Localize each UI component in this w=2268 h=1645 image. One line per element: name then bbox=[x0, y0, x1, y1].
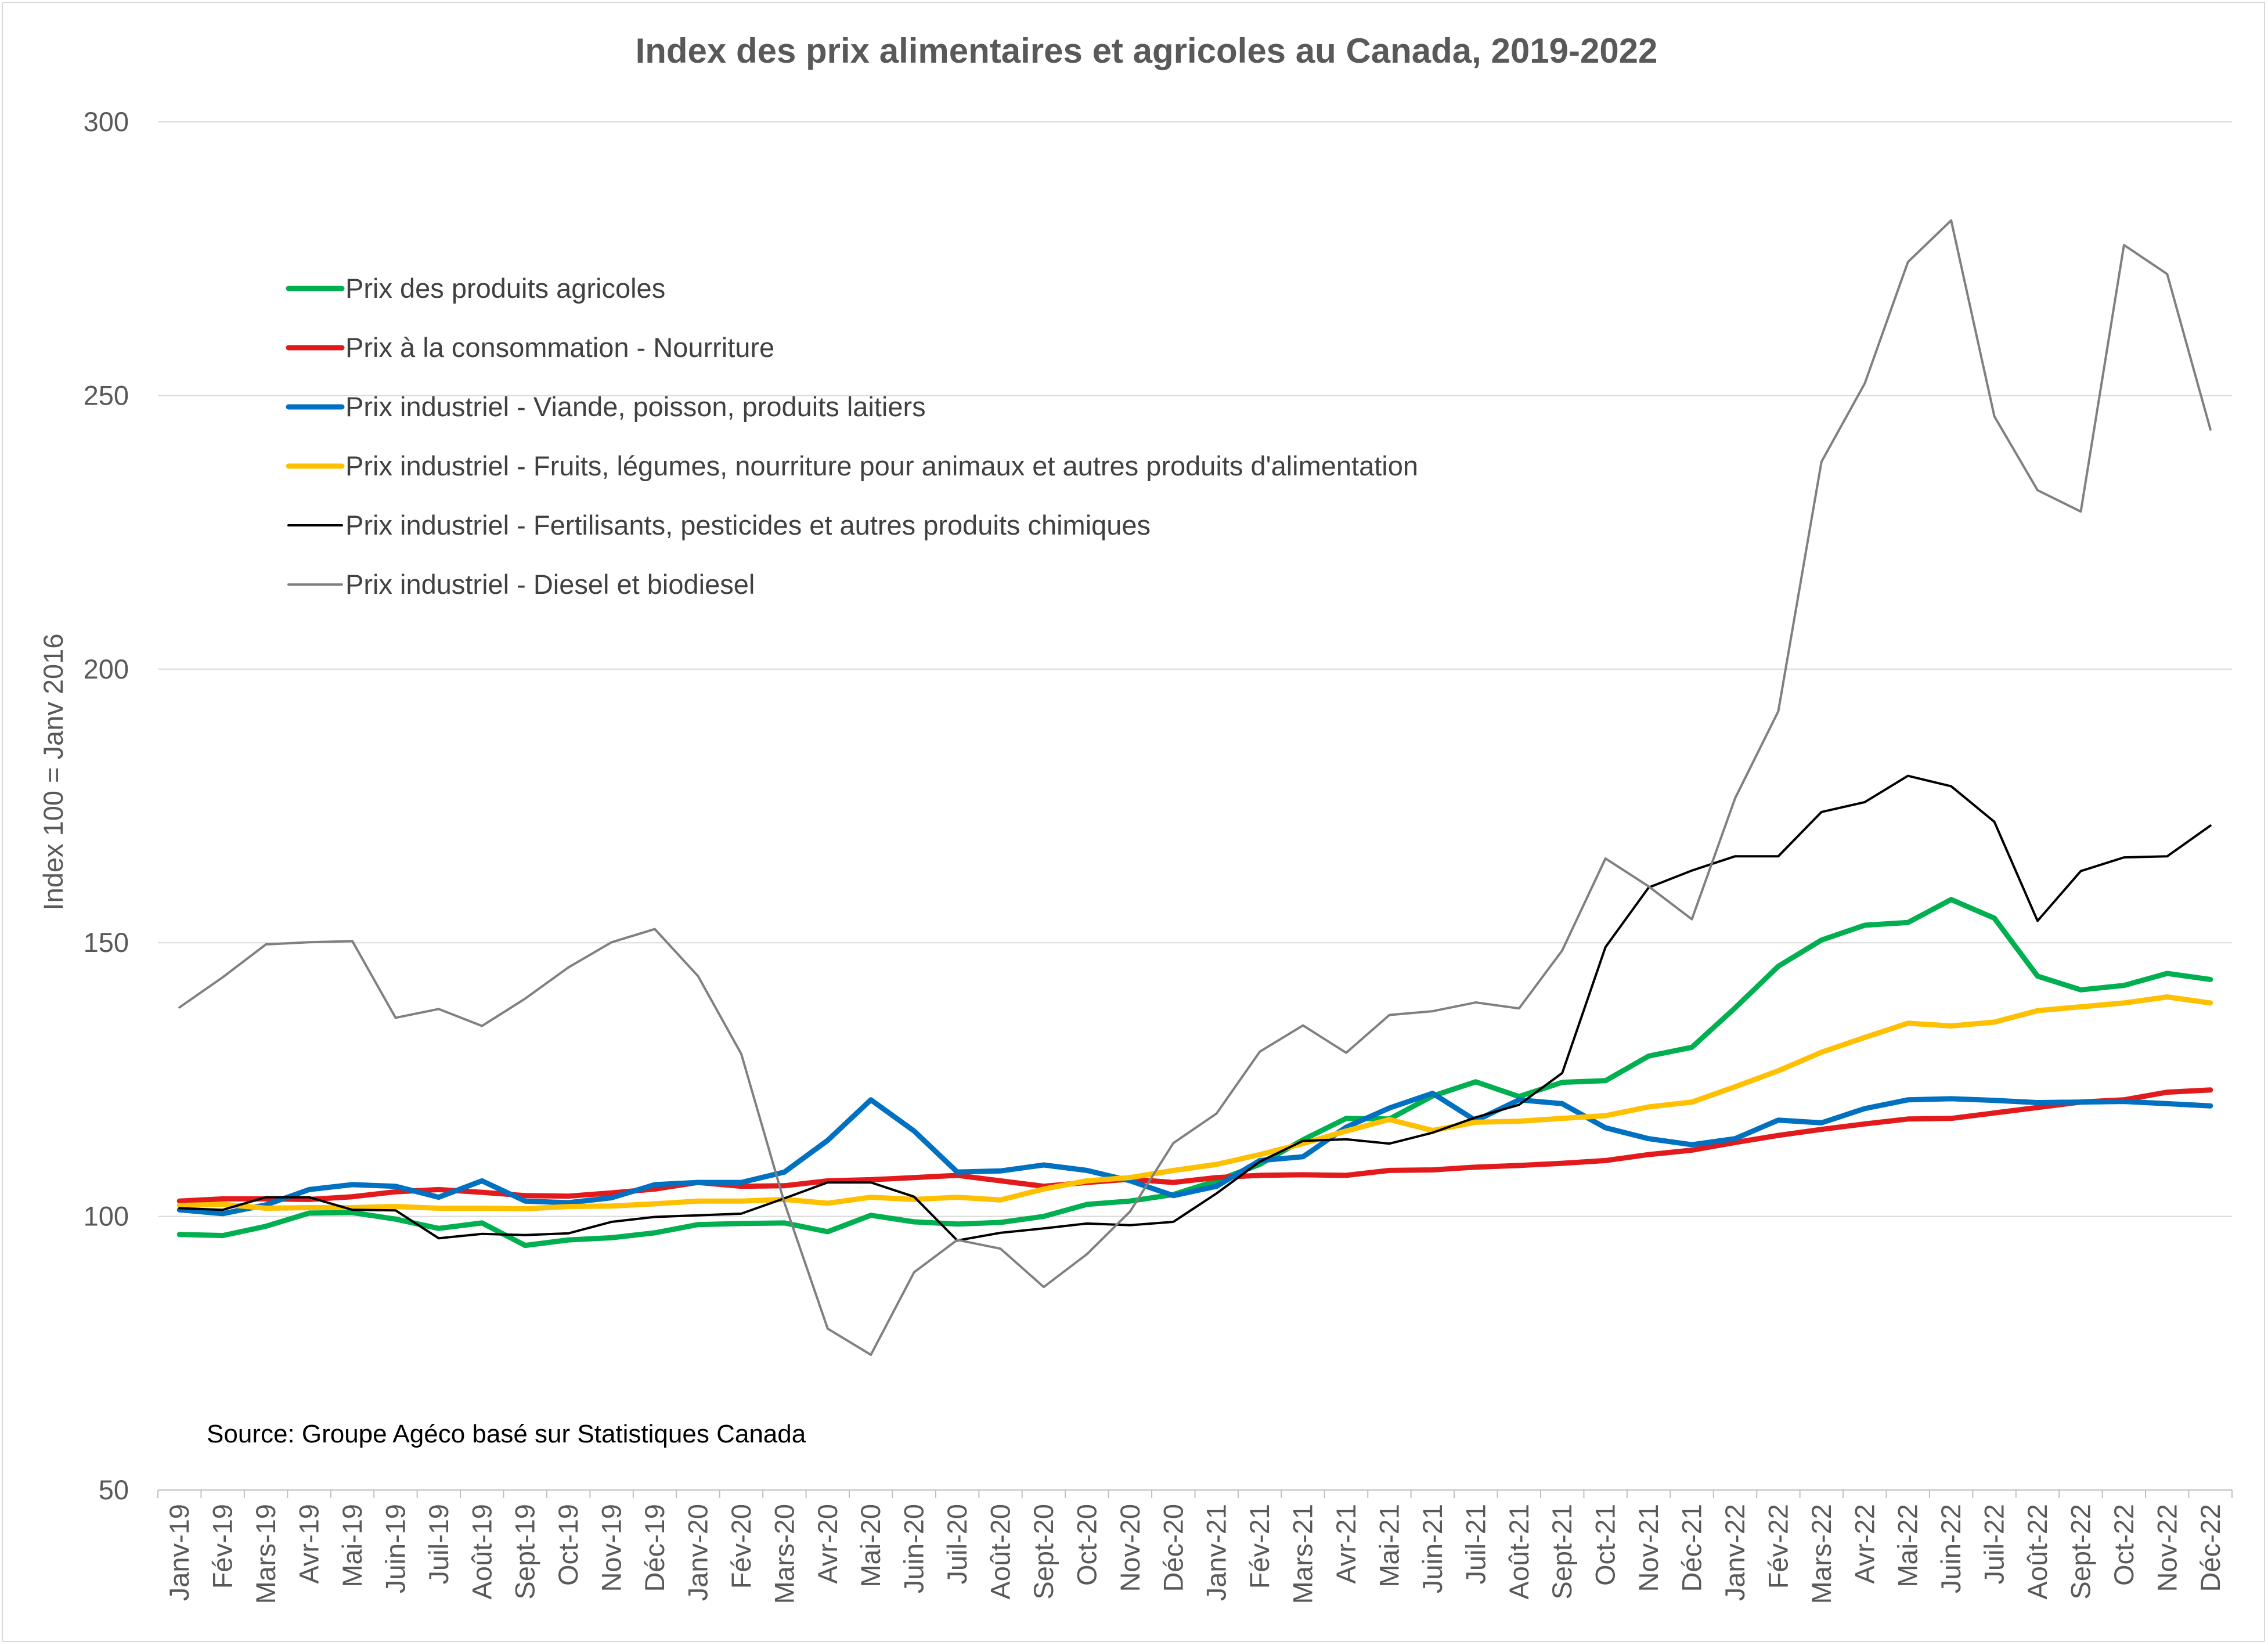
x-tick-label: Oct-22 bbox=[2108, 1504, 2139, 1586]
series-line-4 bbox=[176, 994, 2213, 1211]
x-tick-label: Mai-20 bbox=[855, 1504, 886, 1588]
x-tick-label: Août-22 bbox=[2022, 1504, 2053, 1600]
legend-label: Prix industriel - Viande, poisson, produ… bbox=[345, 391, 926, 422]
x-tick-label: Sept-19 bbox=[510, 1504, 540, 1600]
x-tick-label: Nov-19 bbox=[596, 1504, 627, 1592]
x-tick-label: Fév-19 bbox=[207, 1504, 238, 1589]
x-tick-label: Fév-22 bbox=[1762, 1504, 1793, 1589]
legend: Prix des produits agricoles Prix à la con… bbox=[286, 273, 1418, 600]
y-tick-label: 300 bbox=[84, 106, 129, 137]
y-tick-label: 50 bbox=[99, 1474, 129, 1505]
y-tick-label: 150 bbox=[84, 927, 129, 958]
x-tick-label: Déc-19 bbox=[639, 1504, 670, 1592]
axes: 50 100 150 200 250 300 Janv-19 Fév-19 Mars-19 Avr… bbox=[84, 106, 2233, 1604]
x-tick-label: Déc-21 bbox=[1676, 1504, 1707, 1592]
x-tick-label: Juin-19 bbox=[380, 1504, 410, 1593]
x-tick-label: Avr-20 bbox=[812, 1504, 843, 1584]
x-tick-label: Juin-20 bbox=[899, 1504, 929, 1593]
x-tick-label: Juin-22 bbox=[1935, 1504, 1966, 1593]
x-tick-label: Janv-20 bbox=[682, 1504, 713, 1601]
legend-label: Prix industriel - Diesel et biodiesel bbox=[345, 569, 755, 600]
x-tick-label: Déc-22 bbox=[2195, 1504, 2226, 1592]
series-line-6 bbox=[178, 219, 2212, 1357]
x-tick-label: Août-19 bbox=[466, 1504, 497, 1600]
series-line-5 bbox=[178, 774, 2212, 1242]
x-tick-label: Mars-20 bbox=[769, 1504, 799, 1604]
x-tick-label: Fév-20 bbox=[726, 1504, 756, 1589]
series-line-1 bbox=[176, 897, 2213, 1249]
legend-label: Prix à la consommation - Nourriture bbox=[345, 332, 774, 363]
x-tick-label: Juil-21 bbox=[1460, 1504, 1491, 1584]
x-tick-label: Juil-22 bbox=[1979, 1504, 2010, 1584]
x-tick-label: Mars-21 bbox=[1288, 1504, 1318, 1604]
x-tick-label: Mars-22 bbox=[1806, 1504, 1837, 1604]
x-tick-label: Avr-22 bbox=[1849, 1504, 1880, 1584]
x-tick-label: Mai-19 bbox=[337, 1504, 367, 1588]
series-lines bbox=[176, 219, 2213, 1357]
x-tick-label: Oct-19 bbox=[553, 1504, 583, 1586]
y-tick-label: 200 bbox=[84, 654, 129, 684]
x-tick-label: Nov-22 bbox=[2151, 1504, 2182, 1592]
x-tick-label: Janv-19 bbox=[164, 1504, 194, 1601]
legend-label: Prix industriel - Fruits, légumes, nourr… bbox=[345, 450, 1418, 481]
x-tick-label: Juil-19 bbox=[423, 1504, 454, 1584]
x-tick-label: Déc-20 bbox=[1158, 1504, 1188, 1592]
x-tick-label: Nov-20 bbox=[1115, 1504, 1145, 1592]
x-tick-label: Avr-21 bbox=[1330, 1504, 1361, 1584]
x-tick-label: Mars-19 bbox=[250, 1504, 281, 1604]
x-tick-label: Fév-21 bbox=[1244, 1504, 1275, 1589]
source-note: Source: Groupe Agéco basé sur Statistiqu… bbox=[207, 1420, 806, 1448]
legend-label: Prix des produits agricoles bbox=[345, 273, 665, 304]
x-tick-label: Sept-21 bbox=[1546, 1504, 1577, 1600]
x-tick-label: Janv-21 bbox=[1201, 1504, 1232, 1601]
x-tick-label: Août-20 bbox=[985, 1504, 1016, 1600]
x-tick-label: Avr-19 bbox=[294, 1504, 324, 1584]
x-tick-label: Nov-21 bbox=[1633, 1504, 1664, 1592]
x-tick-label: Sept-20 bbox=[1028, 1504, 1059, 1600]
series-line-3 bbox=[176, 1091, 2213, 1217]
legend-label: Prix industriel - Fertilisants, pesticid… bbox=[345, 510, 1151, 540]
x-tick-label: Mai-22 bbox=[1892, 1504, 1923, 1588]
chart-title: Index des prix alimentaires et agricoles… bbox=[636, 31, 1658, 70]
y-tick-label: 100 bbox=[84, 1201, 129, 1232]
x-tick-label: Août-21 bbox=[1503, 1504, 1534, 1600]
x-tick-label: Juin-21 bbox=[1417, 1504, 1448, 1593]
x-tick-label: Janv-22 bbox=[1719, 1504, 1750, 1601]
x-tick-label: Juil-20 bbox=[942, 1504, 972, 1584]
x-tick-label: Oct-21 bbox=[1590, 1504, 1621, 1586]
x-tick-label: Mai-21 bbox=[1373, 1504, 1404, 1588]
y-tick-label: 250 bbox=[84, 380, 129, 410]
y-axis-title: Index 100 = Janv 2016 bbox=[38, 634, 68, 911]
gridlines bbox=[158, 121, 2232, 1217]
x-tick-label: Sept-22 bbox=[2065, 1504, 2096, 1600]
x-tick-label: Oct-20 bbox=[1071, 1504, 1102, 1586]
